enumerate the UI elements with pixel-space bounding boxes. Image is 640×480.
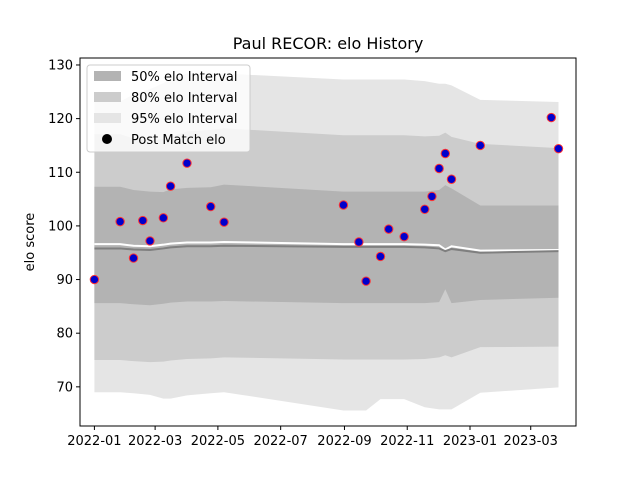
x-tick-label: 2023-01 xyxy=(443,434,497,449)
plot-frame xyxy=(79,57,577,427)
post-match-point xyxy=(145,236,155,246)
post-match-point xyxy=(446,174,457,184)
post-match-point xyxy=(219,217,229,227)
post-match-point xyxy=(205,201,216,212)
band-50 xyxy=(94,184,559,306)
post-match-point xyxy=(399,231,409,242)
post-match-point xyxy=(89,274,100,285)
x-tick-label: 2022-09 xyxy=(317,434,371,449)
post-match-points xyxy=(89,112,564,286)
y-axis: 70 80 90 100 110 120 130 xyxy=(48,58,80,395)
post-match-point xyxy=(384,224,394,234)
x-tick-label: 2022-07 xyxy=(253,434,307,449)
post-match-point xyxy=(158,213,169,223)
legend-box xyxy=(86,64,251,153)
post-match-point xyxy=(115,216,125,227)
y-tick-label: 80 xyxy=(56,327,73,342)
post-match-point xyxy=(165,181,176,191)
post-match-point xyxy=(361,276,371,286)
interval-bands xyxy=(94,73,559,411)
post-match-point xyxy=(553,143,564,154)
legend-label: 80% elo Interval xyxy=(131,91,238,106)
legend-swatch xyxy=(94,92,121,102)
chart-title: Paul RECOR: elo History xyxy=(233,34,424,53)
post-match-point xyxy=(338,200,349,210)
post-match-point xyxy=(354,237,364,247)
y-tick-label: 100 xyxy=(48,219,73,234)
legend-label: 95% elo Interval xyxy=(131,112,238,127)
y-tick-label: 90 xyxy=(56,273,73,288)
y-tick-label: 70 xyxy=(56,380,73,395)
post-match-point xyxy=(128,253,139,263)
y-tick-label: 120 xyxy=(48,112,73,127)
x-tick-label: 2022-11 xyxy=(380,434,434,449)
legend-label: 50% elo Interval xyxy=(131,70,238,85)
post-match-point xyxy=(182,158,192,168)
post-match-point xyxy=(434,163,444,174)
median-line xyxy=(94,240,559,252)
post-match-point xyxy=(375,251,386,262)
post-match-point xyxy=(475,140,485,151)
post-match-point xyxy=(546,112,556,123)
post-match-point xyxy=(427,191,437,202)
y-axis-label: elo score xyxy=(23,213,38,272)
legend-label: Post Match elo xyxy=(131,133,226,148)
x-tick-label: 2022-05 xyxy=(191,434,245,449)
post-match-point xyxy=(440,148,451,159)
x-tick-label: 2022-01 xyxy=(67,434,121,449)
interval-lines xyxy=(94,240,559,254)
post-match-point xyxy=(420,204,430,214)
legend-swatch xyxy=(94,113,121,123)
x-axis: 2022-01 2022-03 2022-05 2022-07 2022-09 2022-… xyxy=(67,426,558,449)
mean-line xyxy=(94,244,559,254)
y-tick-label: 110 xyxy=(48,166,73,181)
x-tick-label: 2023-03 xyxy=(504,434,558,449)
legend-swatch xyxy=(94,71,121,81)
y-tick-label: 130 xyxy=(48,58,73,73)
legend: 50% elo Interval 80% elo Interval 95% elo … xyxy=(86,64,251,153)
x-tick-label: 2022-03 xyxy=(128,434,182,449)
post-match-point xyxy=(138,215,148,226)
legend-marker xyxy=(102,134,112,144)
